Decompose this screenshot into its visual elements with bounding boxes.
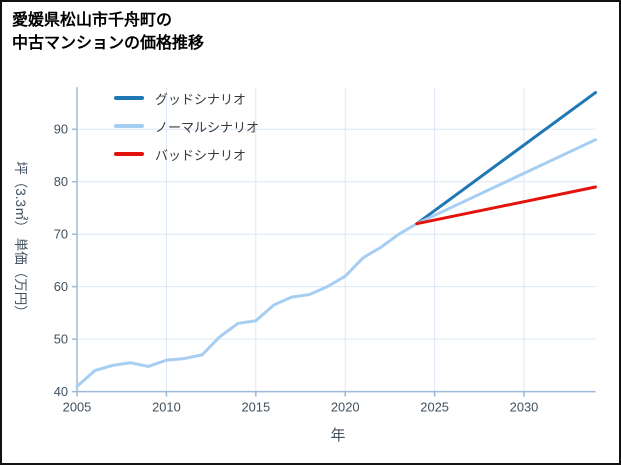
y-tick-label: 90 [54,122,68,137]
y-tick-label: 70 [54,227,68,242]
y-tick-label: 80 [54,174,68,189]
chart-title-line1: 愛媛県松山市千舟町の [12,12,173,29]
legend-label-normal-scenario: ノーマルシナリオ [155,119,260,135]
x-tick-label: 2005 [63,399,92,414]
x-tick-label: 2010 [152,399,181,414]
history-price-line [75,222,419,388]
y-axis-label: 坪（3.3㎡） 単価（万円） [13,161,28,319]
scenario-line-normal [415,138,598,226]
y-tick-label: 60 [54,279,68,294]
y-tick-label: 50 [54,332,68,347]
legend-item-good-scenario: グッドシナリオ [114,90,259,107]
y-tick-label: 40 [54,384,68,399]
legend: グッドシナリオ ノーマルシナリオ バッドシナリオ [114,90,259,174]
normal-scenario-line-swatch [114,124,144,128]
x-tick-label: 2015 [241,399,270,414]
x-tick-label: 2020 [331,399,360,414]
good-scenario-line-swatch [114,96,144,100]
scenario-line-bad [415,185,598,226]
legend-label-bad-scenario: バッドシナリオ [155,147,247,163]
legend-item-normal-scenario: ノーマルシナリオ [114,118,260,135]
x-axis-label: 年 [330,427,346,444]
chart-title: 愛媛県松山市千舟町の 中古マンションの価格推移 [12,9,204,55]
legend-label-good-scenario: グッドシナリオ [155,91,247,107]
bad-scenario-line-swatch [114,152,144,156]
x-tick-label: 2025 [420,399,449,414]
scenario-line-good [415,91,598,226]
chart-title-line2: 中古マンションの価格推移 [12,35,205,53]
x-tick-label: 2030 [510,399,539,414]
legend-item-bad-scenario: バッドシナリオ [114,146,259,163]
